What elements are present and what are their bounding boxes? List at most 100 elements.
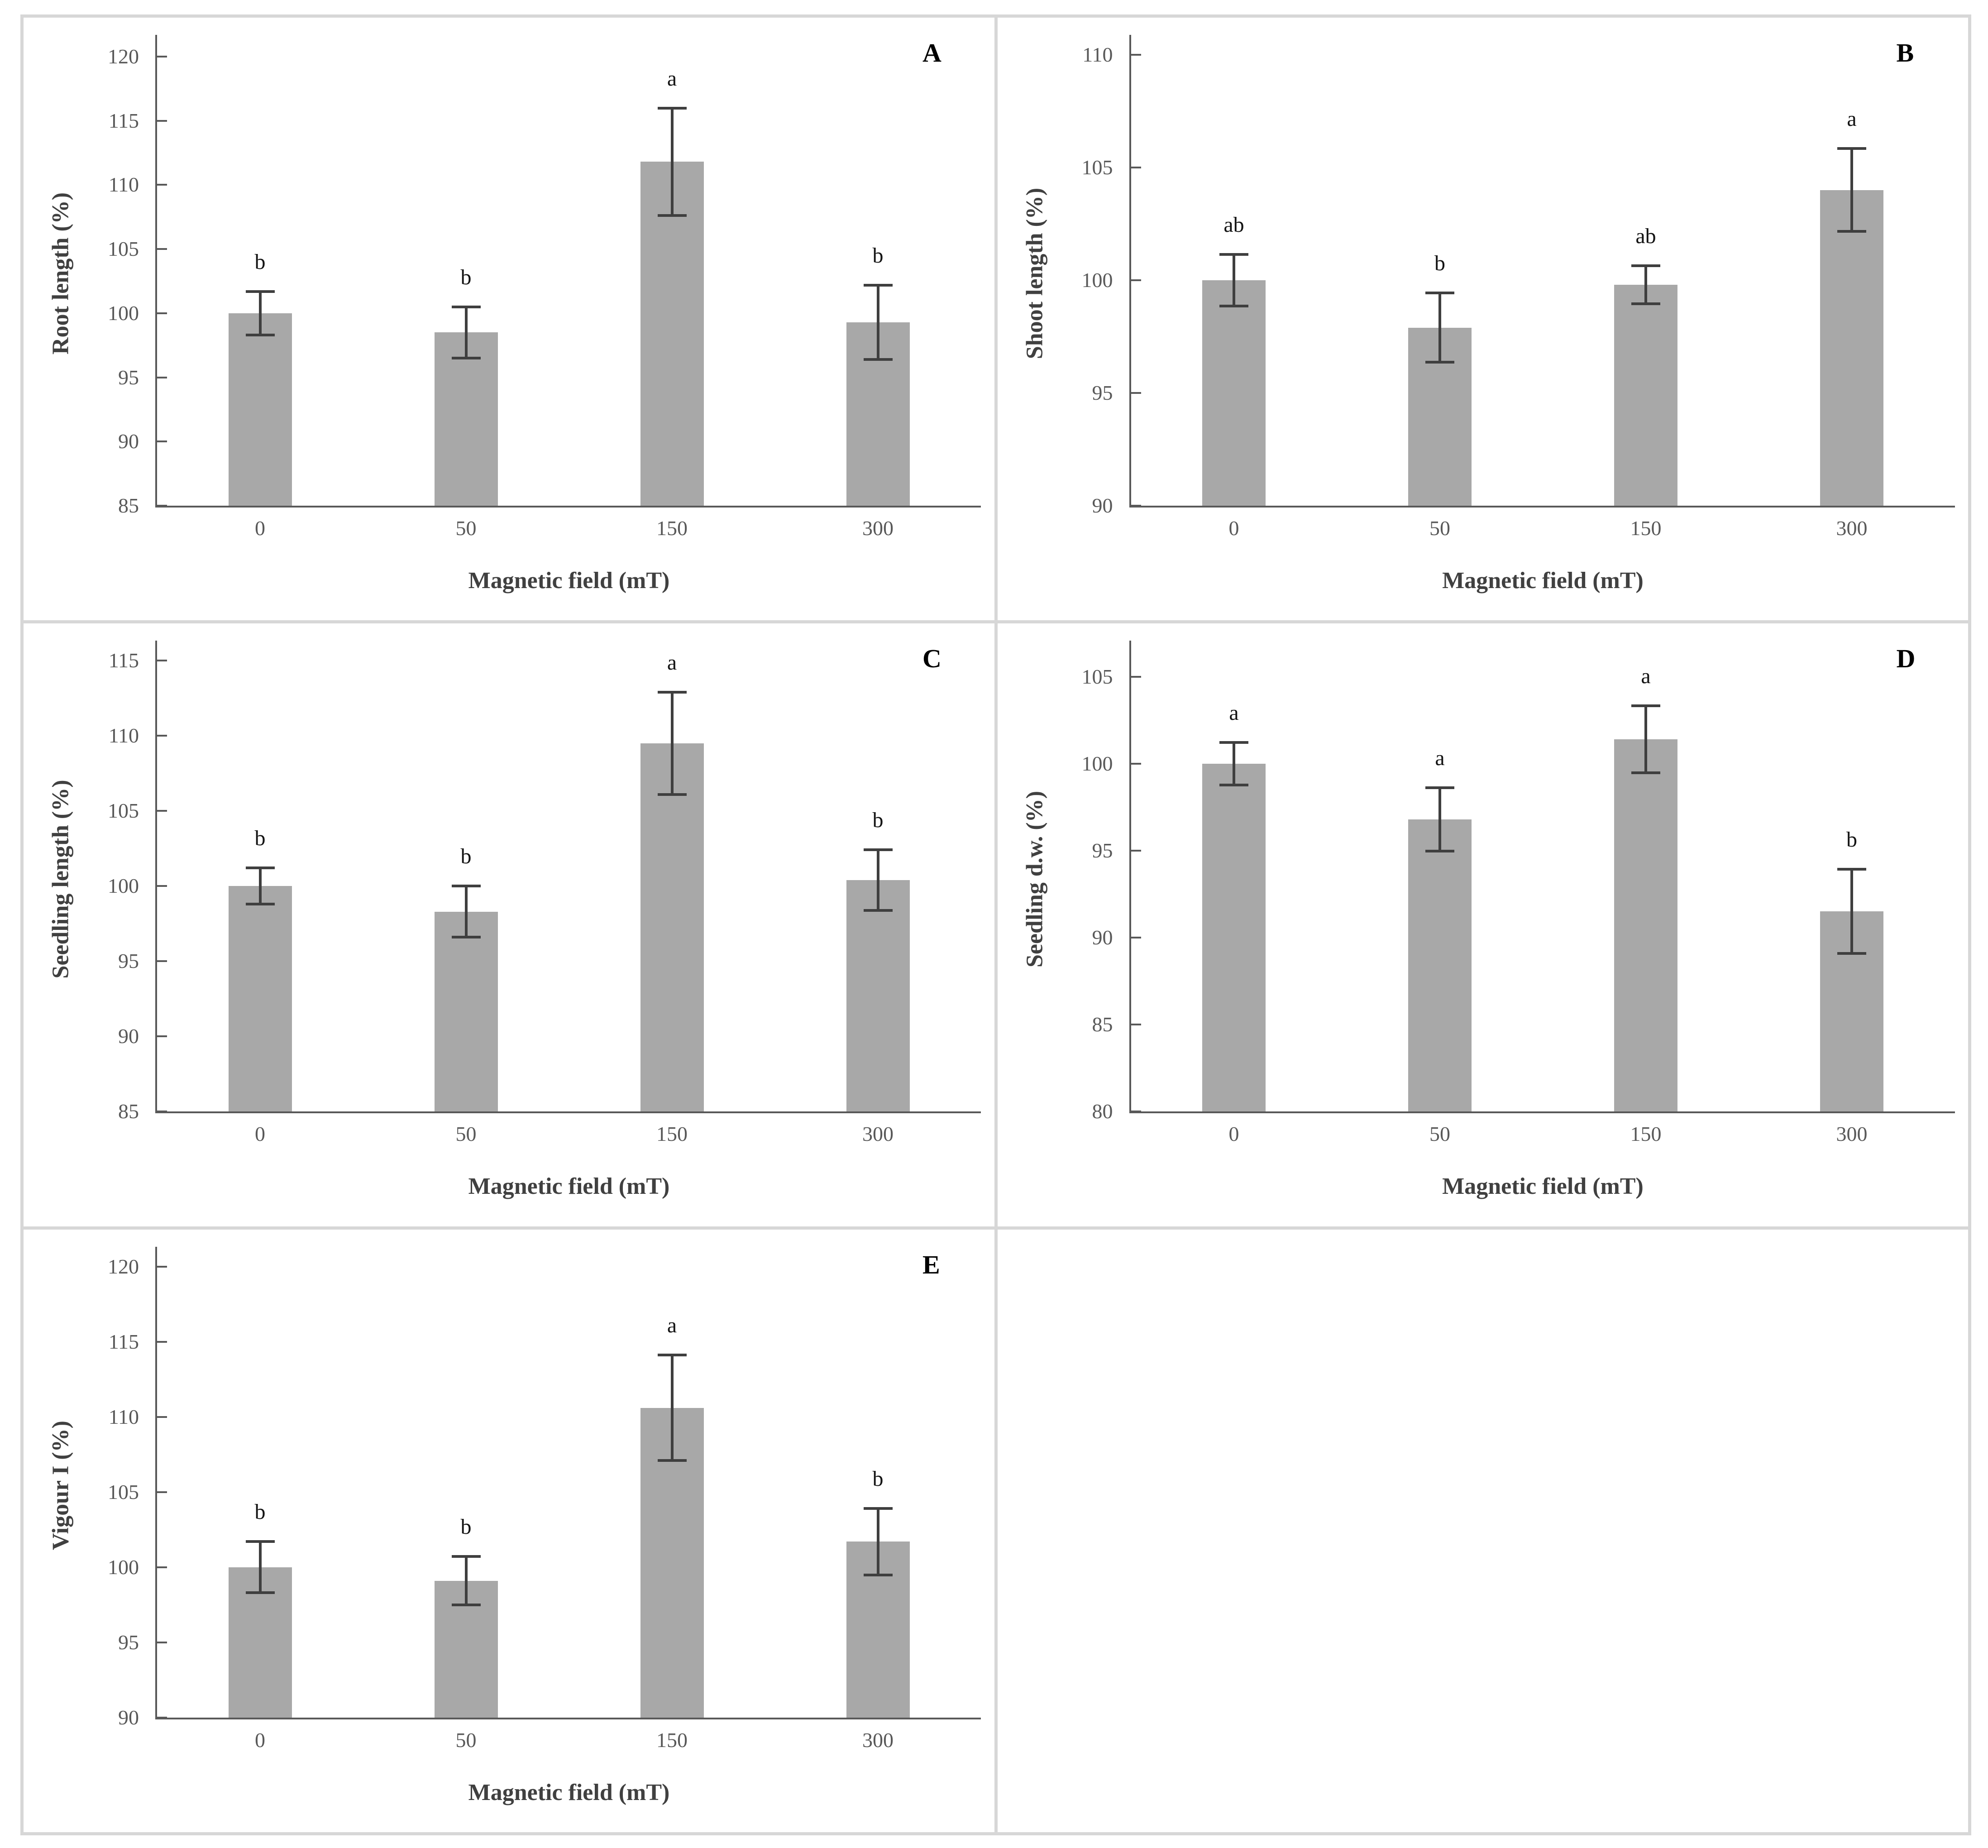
y-tick-mark [157,1111,167,1113]
y-tick-label: 110 [108,1405,139,1428]
empty-cell [997,1229,1968,1832]
error-bar-cap-bottom [1631,302,1660,305]
y-tick-label: 90 [1092,494,1113,517]
error-bar-stem [258,1540,262,1594]
y-axis-title: Seedling d.w. (%) [1022,791,1047,968]
bar [228,886,292,1112]
bar [1202,763,1266,1112]
bar [434,332,498,506]
error-bar-stem [1233,253,1235,307]
x-tick-label: 50 [455,1728,477,1752]
error-bar-cap-bottom [863,1573,893,1576]
y-tick-label: 100 [108,874,139,898]
error-bar [451,1555,481,1606]
y-tick-label: 105 [108,799,139,823]
panel-letter: E [922,1250,940,1279]
error-bar [1219,741,1248,786]
error-bar-cap-bottom [451,356,481,359]
x-tick-label: 300 [862,517,894,540]
significance-letter: b [254,826,266,851]
error-bar [863,848,893,912]
error-bar-stem [876,1507,879,1576]
x-tick-label: 50 [1429,1122,1450,1146]
panel-d: 80 85 90 95 100 105 a 0 a 50 a 150 b 300 Seedling d.w.… [997,623,1968,1226]
bar [434,911,498,1112]
y-tick-label: 95 [118,1630,139,1654]
x-tick-label: 150 [656,1122,688,1146]
x-axis-line [155,506,981,507]
error-bar [451,305,481,359]
y-tick-label: 105 [1081,155,1113,179]
y-tick-label: 90 [1092,926,1113,949]
error-bar-stem [876,283,879,361]
error-bar [657,690,687,796]
error-bar [1631,264,1660,305]
y-tick-label: 105 [1081,665,1113,688]
y-tick-label: 115 [108,109,139,132]
significance-letter: b [872,808,884,833]
y-tick-label: 85 [118,1100,139,1123]
significance-letter: b [1434,251,1445,275]
panel-letter: C [922,644,941,674]
error-bar [1425,786,1454,852]
significance-letter: ab [1635,224,1656,249]
error-bar-cap-bottom [1219,304,1248,307]
y-tick-label: 100 [108,1555,139,1579]
y-tick-label: 110 [1082,43,1113,66]
significance-letter: a [1641,664,1651,689]
y-tick-label: 80 [1092,1100,1113,1123]
y-tick-mark [157,1716,167,1719]
error-bar [1425,291,1454,364]
error-bar-stem [464,884,468,939]
error-bar-stem [1438,291,1441,364]
y-tick-label: 95 [1092,381,1113,404]
y-tick-label: 100 [1081,268,1113,292]
significance-letter: ab [1223,213,1244,237]
error-bar [1837,147,1866,233]
error-bar-stem [1850,868,1853,955]
x-tick-label: 150 [656,517,688,540]
y-tick-label: 120 [108,45,139,68]
significance-letter: a [667,1313,677,1338]
y-tick-mark [157,1566,167,1568]
y-axis-line [155,1246,157,1718]
y-tick-label: 95 [1092,838,1113,862]
y-tick-label: 110 [108,724,139,747]
error-bar [1837,868,1866,955]
panel-c: 85 90 95 100 105 110 115 b 0 b 50 a 150 b 300 Seedling … [24,623,994,1226]
bar [1202,280,1266,506]
error-bar [863,1507,893,1576]
x-tick-label: 0 [1228,1122,1239,1146]
y-tick-label: 105 [108,237,139,261]
significance-letter: b [460,1515,472,1539]
y-tick-label: 85 [118,494,139,517]
error-bar-cap-bottom [657,214,687,217]
error-bar-stem [1438,786,1441,852]
x-tick-label: 300 [862,1122,894,1146]
y-tick-mark [1131,392,1141,394]
y-tick-mark [157,960,167,962]
y-tick-mark [157,1641,167,1643]
x-tick-label: 150 [1630,1122,1662,1146]
y-tick-mark [1131,279,1141,281]
y-tick-mark [157,248,167,250]
y-tick-label: 110 [108,173,139,196]
y-tick-label: 90 [118,1025,139,1048]
error-bar-stem [464,1555,468,1606]
bar [846,880,910,1112]
error-bar [1219,253,1248,307]
x-tick-label: 50 [455,1122,477,1146]
y-tick-mark [157,810,167,812]
x-tick-label: 0 [255,517,265,540]
figure-panel-grid: 85 90 95 100 105 110 115 120 b 0 b 50 a 150 b 300 Root l… [20,14,1971,1835]
y-tick-mark [157,440,167,443]
y-tick-mark [157,1035,167,1038]
y-tick-label: 105 [108,1480,139,1503]
significance-letter: b [872,243,884,268]
y-tick-mark [157,735,167,737]
y-tick-mark [1131,53,1141,56]
y-axis-title: Root length (%) [48,192,74,355]
y-tick-mark [157,376,167,378]
x-axis-title: Magnetic field (mT) [1442,1173,1644,1200]
x-tick-label: 150 [1630,517,1662,540]
